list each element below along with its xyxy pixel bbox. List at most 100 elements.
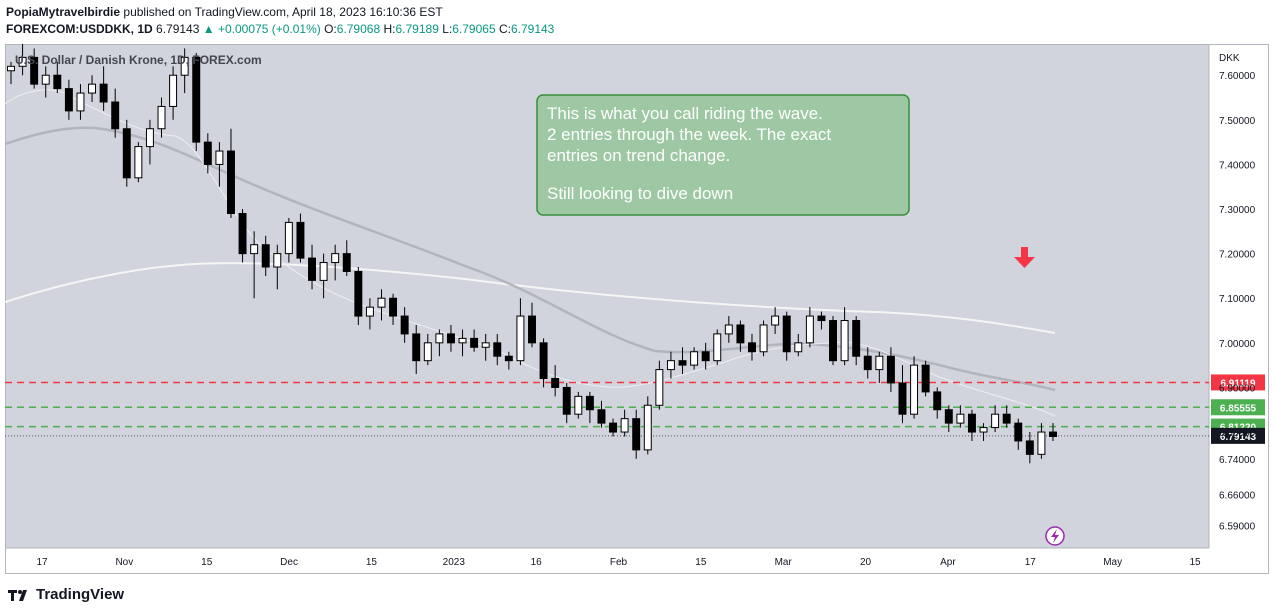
low-label: L: <box>442 22 453 36</box>
candle <box>308 244 316 290</box>
candle <box>921 360 930 397</box>
candle <box>840 307 849 366</box>
candle <box>64 79 73 120</box>
tradingview-logo[interactable]: TradingView <box>8 586 124 603</box>
candle <box>157 97 166 138</box>
candle <box>7 61 15 85</box>
candle <box>238 209 247 263</box>
level-price-label: 6.85555 <box>1220 403 1257 414</box>
candle <box>423 333 432 366</box>
candle <box>76 84 85 120</box>
legend: U.S. Dollar / Danish Krone, 1D, FOREX.co… <box>15 53 262 67</box>
candle <box>609 418 618 437</box>
candle <box>597 400 606 428</box>
candle <box>111 88 120 138</box>
candle <box>296 213 305 263</box>
price-scale[interactable] <box>1209 44 1269 548</box>
candle <box>1049 423 1057 441</box>
candle <box>991 405 1000 433</box>
candle <box>1002 405 1011 428</box>
candle <box>724 316 733 343</box>
candle <box>412 324 421 375</box>
flash-icon[interactable] <box>1045 526 1065 546</box>
candle <box>956 405 965 428</box>
candle <box>53 61 62 94</box>
candle <box>261 235 270 276</box>
candlestick-series <box>7 44 1057 464</box>
candle <box>910 356 919 419</box>
candle <box>736 320 745 352</box>
candle <box>967 409 976 441</box>
candle <box>319 253 328 299</box>
annotation-line-5: Still looking to dive down <box>547 184 733 203</box>
candle <box>215 142 224 187</box>
low-value: 6.79065 <box>452 22 496 36</box>
author-name: PopiaMytravelbirdie <box>6 5 121 19</box>
candle <box>192 52 201 152</box>
candle <box>933 387 942 419</box>
candle <box>122 119 131 187</box>
candle <box>481 333 490 361</box>
time-scale[interactable] <box>5 548 1209 574</box>
open-label: O: <box>324 22 337 36</box>
close-value: 6.79143 <box>510 22 555 36</box>
candle <box>771 307 780 334</box>
candle <box>446 324 455 352</box>
chart-border <box>5 44 1269 574</box>
candle <box>805 307 814 348</box>
candle <box>203 133 212 174</box>
x-tick-label: Apr <box>940 557 956 568</box>
candle <box>331 244 340 281</box>
candle <box>1014 418 1023 450</box>
candle <box>1025 432 1034 464</box>
y-tick-label: 7.00000 <box>1219 339 1256 350</box>
last-price: 6.79143 <box>156 22 200 36</box>
high-value: 6.79189 <box>395 22 439 36</box>
candle <box>585 391 594 424</box>
candle <box>169 66 178 120</box>
x-tick-label: Mar <box>775 557 793 568</box>
candle <box>979 423 988 441</box>
candle <box>886 347 895 392</box>
x-axis-ticks: 17 Nov 15 Dec 15 2023 16 Feb 15 Mar 20 Apr 17 May 15 <box>36 557 1201 568</box>
candle <box>898 365 907 424</box>
x-tick-label: 17 <box>1025 557 1037 568</box>
level-price-badge <box>1211 399 1265 416</box>
candle <box>678 347 687 375</box>
candle <box>504 351 513 370</box>
y-tick-label: 7.10000 <box>1219 294 1256 305</box>
candle <box>875 351 884 383</box>
candle <box>794 333 803 357</box>
candle <box>30 48 39 89</box>
x-tick-label: 17 <box>36 557 48 568</box>
x-tick-label: 15 <box>366 557 378 568</box>
y-tick-label: 7.30000 <box>1219 205 1256 216</box>
x-tick-label: May <box>1103 557 1122 568</box>
down-arrow-icon <box>1014 247 1035 268</box>
candle <box>284 217 293 263</box>
x-tick-label: 15 <box>1189 557 1201 568</box>
candle <box>389 293 398 325</box>
candle <box>470 329 479 352</box>
y-tick-label: 6.59000 <box>1219 522 1256 533</box>
candle <box>88 75 97 102</box>
x-tick-label: Dec <box>280 557 298 568</box>
candle <box>562 382 571 424</box>
y-axis-label: DKK <box>1219 53 1240 64</box>
ma-200-line <box>4 262 1056 334</box>
candle <box>365 298 374 330</box>
y-tick-label: 7.40000 <box>1219 160 1256 171</box>
candle <box>643 396 652 455</box>
annotation-line-3: entries on trend change. <box>547 146 730 165</box>
x-tick-label: 2023 <box>443 557 466 568</box>
x-tick-label: Feb <box>610 557 628 568</box>
x-tick-label: 20 <box>860 557 872 568</box>
annotation-box[interactable]: This is what you call riding the wave. 2… <box>536 94 910 216</box>
candle <box>528 302 536 348</box>
candle <box>666 351 675 379</box>
brand-name: TradingView <box>36 586 125 603</box>
y-tick-label: 7.20000 <box>1219 250 1256 261</box>
